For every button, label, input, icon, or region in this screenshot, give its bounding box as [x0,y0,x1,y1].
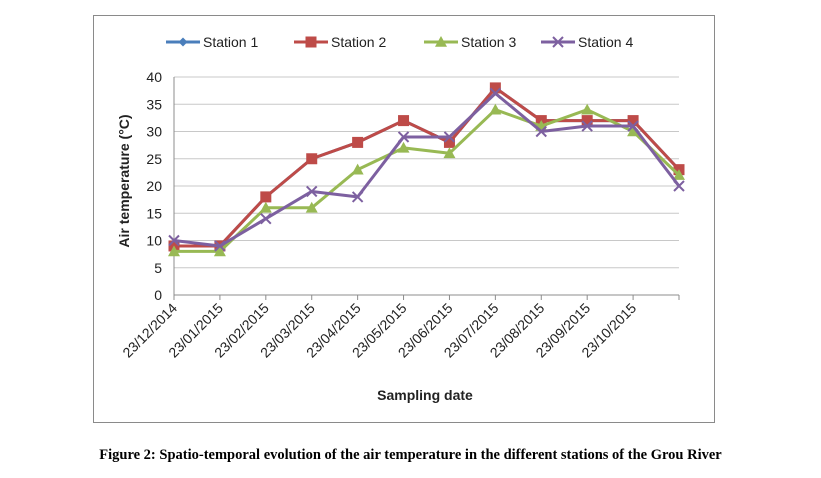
data-point [443,131,456,143]
legend-item: Station 4 [541,34,633,50]
series-4 [168,87,685,252]
legend: Station 1 Station 2 Station 3 Station 4 [166,34,633,50]
data-point [673,169,685,180]
y-tick-label: 25 [146,151,162,167]
legend-marker [178,37,188,47]
legend-label: Station 2 [331,34,386,50]
y-axis-title: Air temperature (°C) [116,114,132,247]
data-point [213,245,226,257]
data-point [306,185,318,198]
legend-label: Station 4 [578,34,633,50]
data-point [397,131,410,143]
data-point [443,136,455,148]
data-point [260,212,272,225]
legend-label: Station 3 [461,34,516,50]
legend-marker [552,36,564,48]
legend-item: Station 3 [424,34,516,50]
data-point [306,153,318,165]
y-tick-label: 30 [146,124,162,140]
y-tick-label: 40 [146,69,162,85]
legend-marker [435,36,447,47]
y-tick-label: 0 [154,287,162,303]
series-line [173,91,681,248]
gridlines [174,76,679,296]
legend-item: Station 2 [294,34,386,50]
chart-frame: 0 5 10 15 20 25 30 35 40 23/12/2014 23/01/2015 23/0… [93,15,715,423]
line-chart: 051015202530354023/12/201423/01/201523/0… [116,34,685,403]
data-point [305,201,318,213]
data-point [168,245,180,257]
y-tick-label: 20 [146,178,162,194]
legend-label: Station 1 [203,34,258,50]
data-point [673,180,685,192]
data-point [260,191,272,203]
data-point [581,103,594,115]
y-tick-label: 15 [146,205,162,221]
y-tick-label: 5 [154,260,162,276]
series-lines [168,82,685,257]
figure-caption: Figure 2: Spatio-temporal evolution of t… [99,447,722,463]
y-tick-label: 35 [146,96,162,112]
data-point [397,141,410,153]
data-point [214,240,226,252]
data-point [398,115,410,127]
data-point [489,87,502,100]
data-point [443,147,456,159]
data-point [627,115,639,127]
series-line [174,86,681,248]
legend-marker [305,36,317,48]
y-tick-label: 10 [146,233,162,249]
x-axis-title: Sampling date [377,387,473,403]
series-line [174,108,681,253]
data-point [581,120,593,132]
data-point [489,82,501,94]
data-point [489,103,502,115]
data-point [581,115,593,127]
legend-item: Station 1 [166,34,258,50]
data-point [627,120,639,132]
data-point [351,191,364,203]
data-point [627,125,640,137]
data-point [168,234,180,247]
data-point [535,125,547,138]
data-point [352,136,364,148]
series-3 [168,103,685,257]
data-point [351,163,364,175]
data-point [259,201,272,213]
